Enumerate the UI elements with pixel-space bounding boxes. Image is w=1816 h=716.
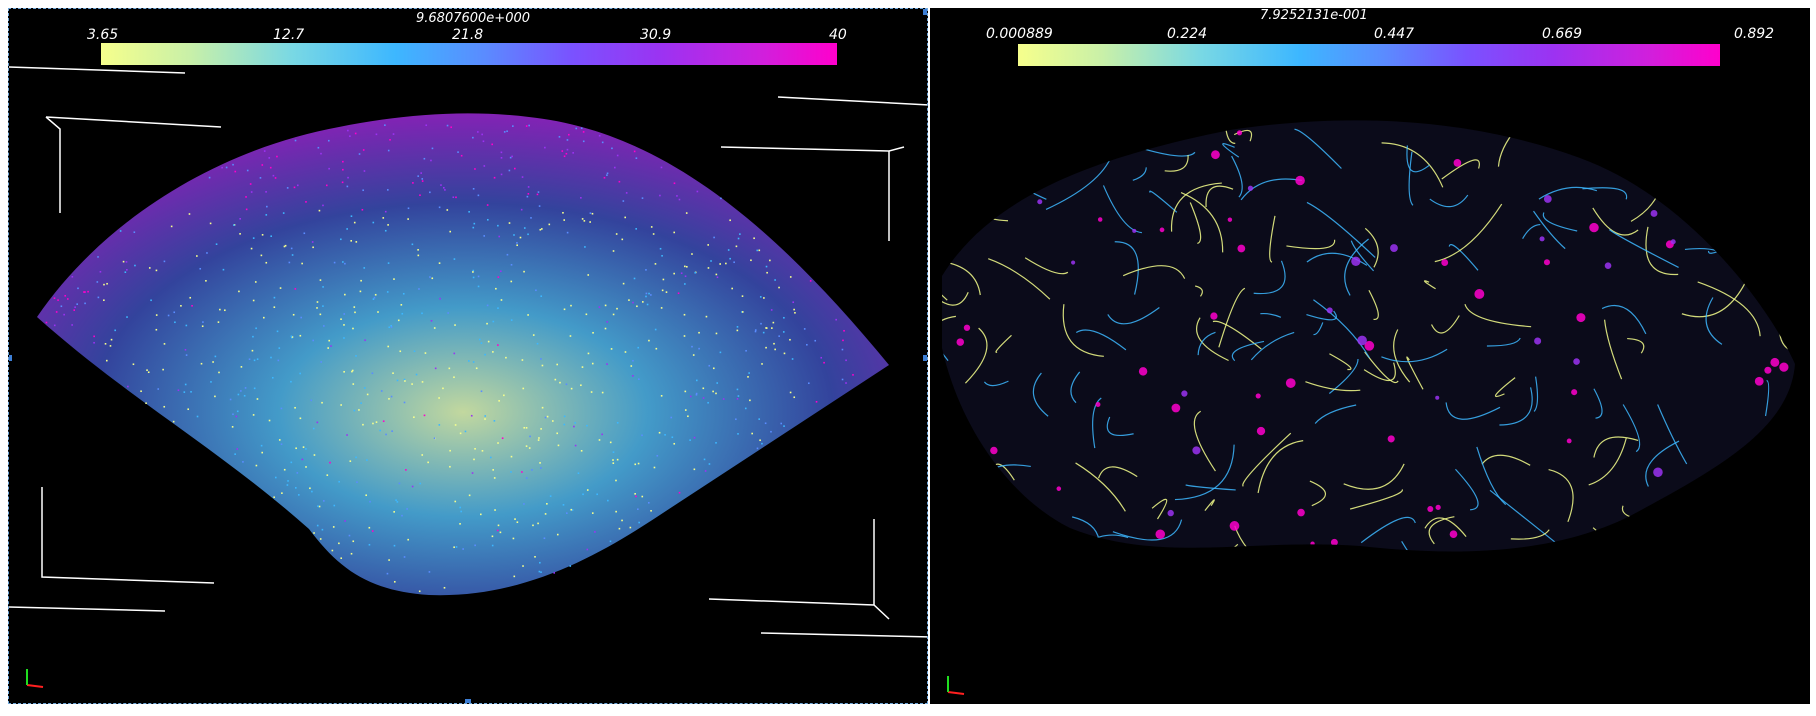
left-viewport-resize-handle[interactable] xyxy=(465,699,471,703)
right-colorbar-title: 7.9252131e-001 xyxy=(1260,8,1368,23)
left-viewport-resize-handle[interactable] xyxy=(923,355,927,361)
left-bounding-box-lines xyxy=(9,66,927,638)
left-viewport-resize-handle[interactable] xyxy=(923,9,927,15)
left-axes-gizmo xyxy=(26,669,44,688)
right-colorbar xyxy=(1018,44,1720,66)
left-colorbar-title: 9.6807600e+000 xyxy=(416,11,531,26)
left-colorbar-tick: 21.8 xyxy=(452,27,484,43)
right-axes-gizmo xyxy=(947,676,965,695)
right-colorbar-tick: 0.669 xyxy=(1542,26,1583,42)
left-colorbar-tick: 30.9 xyxy=(640,27,672,43)
right-colorbar-tick: 0.000889 xyxy=(986,26,1053,42)
left-colorbar-tick: 12.7 xyxy=(273,27,305,43)
right-colorbar-tick: 0.447 xyxy=(1374,26,1415,42)
left-render-viewport[interactable]: 9.6807600e+000 3.65 12.7 21.8 30.9 40 xyxy=(8,8,928,704)
left-viewport-resize-handle[interactable] xyxy=(9,355,12,361)
left-colorbar xyxy=(101,43,837,65)
left-colorbar-tick: 40 xyxy=(829,27,847,43)
right-colorbar-tick: 0.892 xyxy=(1734,26,1775,42)
left-point-cloud-fan xyxy=(37,113,889,596)
right-colorbar-tick: 0.224 xyxy=(1167,26,1208,42)
right-point-cloud-web xyxy=(942,120,1795,552)
right-render-viewport[interactable]: 7.9252131e-001 0.000889 0.224 0.447 0.66… xyxy=(930,8,1810,704)
left-colorbar-tick: 3.65 xyxy=(87,27,119,43)
